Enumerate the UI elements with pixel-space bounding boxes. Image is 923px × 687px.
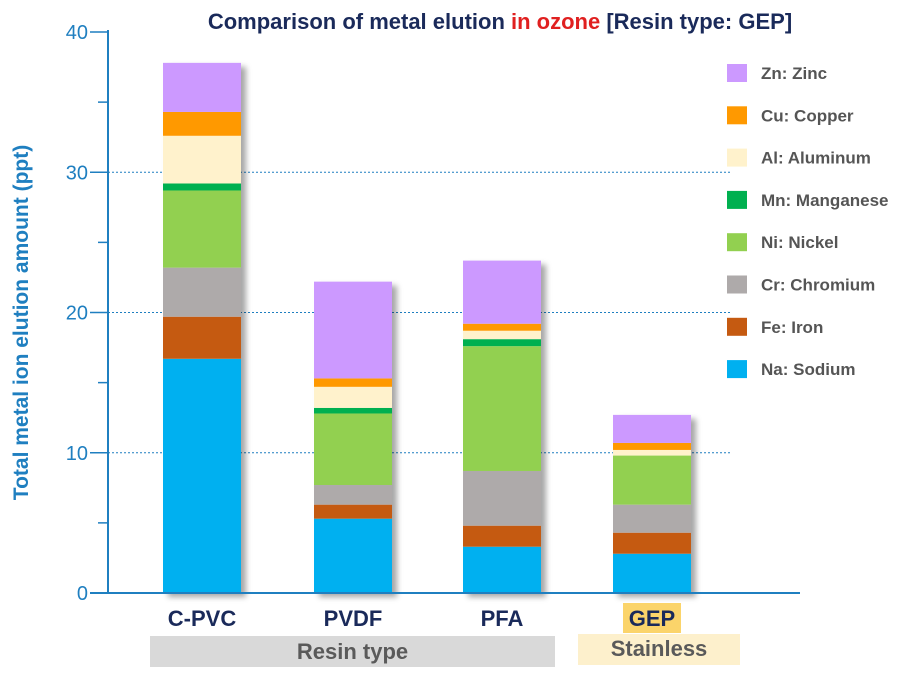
bar-segment-cr-c-pvc xyxy=(163,267,241,317)
chart-title: Comparison of metal elution in ozone [Re… xyxy=(208,9,792,34)
chart-title-part-0: Comparison of metal elution xyxy=(208,9,511,34)
bar-segment-mn-pvdf xyxy=(314,407,392,414)
legend-swatch xyxy=(727,106,747,125)
bar-segment-cr-gep xyxy=(613,504,691,533)
bar-segment-al-gep xyxy=(613,449,691,456)
group-box-0 xyxy=(150,636,555,667)
y-tick-label: 40 xyxy=(66,22,88,44)
legend-label: Cu: Copper xyxy=(761,106,854,125)
legend-swatch xyxy=(727,64,747,82)
category-highlight xyxy=(623,603,681,633)
legend-label: Ni: Nickel xyxy=(761,233,838,252)
bar-segment-ni-pfa xyxy=(463,346,541,471)
x-tick-label: PVDF xyxy=(324,606,383,631)
bar-segment-na-c-pvc xyxy=(163,358,241,593)
y-tick-label: 30 xyxy=(66,162,88,184)
bar-segment-al-pfa xyxy=(463,330,541,340)
bar-segment-zn-pvdf xyxy=(314,281,392,379)
legend-swatch xyxy=(727,233,747,252)
bar-segment-ni-pvdf xyxy=(314,413,392,486)
legend-label: Zn: Zinc xyxy=(761,64,827,83)
bar-segment-mn-pfa xyxy=(463,339,541,347)
bar-segment-ni-c-pvc xyxy=(163,190,241,268)
x-tick-label: C-PVC xyxy=(168,606,237,631)
legend-swatch xyxy=(727,275,747,294)
bar-segment-cu-c-pvc xyxy=(163,111,241,136)
legend-swatch xyxy=(727,190,747,209)
chart-title-part-2: [Resin type: GEP] xyxy=(600,9,792,34)
bar-segment-na-pvdf xyxy=(314,518,392,593)
legend-label: Na: Sodium xyxy=(761,360,855,379)
bar-segment-fe-gep xyxy=(613,532,691,554)
chart-title-part-1: in ozone xyxy=(511,9,600,34)
legend-swatch xyxy=(727,148,747,167)
bar-segment-cu-gep xyxy=(613,442,691,450)
bar-segment-ni-gep xyxy=(613,455,691,505)
bar-segment-zn-pfa xyxy=(463,260,541,324)
legend-label: Cr: Chromium xyxy=(761,276,875,295)
group-box-1 xyxy=(578,634,740,665)
bar-segment-al-pvdf xyxy=(314,386,392,408)
bar-segment-na-gep xyxy=(613,553,691,593)
y-tick-label: 20 xyxy=(66,303,88,325)
bar-segment-zn-c-pvc xyxy=(163,62,241,112)
bar-segment-zn-gep xyxy=(613,414,691,443)
group-label: Resin type xyxy=(297,639,408,664)
legend-label: Mn: Manganese xyxy=(761,191,889,210)
y-tick-label: 0 xyxy=(77,583,88,605)
bar-segment-cr-pfa xyxy=(463,470,541,526)
x-tick-label: GEP xyxy=(629,606,675,631)
y-tick-label: 10 xyxy=(66,443,88,465)
bar-segment-mn-c-pvc xyxy=(163,183,241,191)
legend-swatch xyxy=(727,317,747,336)
bar-segment-fe-pfa xyxy=(463,525,541,547)
legend-label: Fe: Iron xyxy=(761,318,823,337)
legend-label: Al: Aluminum xyxy=(761,149,871,168)
legend-swatch xyxy=(727,360,747,379)
bar-segment-cr-pvdf xyxy=(314,485,392,505)
bar-segment-cu-pvdf xyxy=(314,378,392,387)
group-label: Stainless xyxy=(611,636,708,661)
y-axis-label: Total metal ion elution amount (ppt) xyxy=(10,145,33,500)
x-tick-label: PFA xyxy=(481,606,524,631)
bar-segment-na-pfa xyxy=(463,546,541,593)
bar-segment-fe-c-pvc xyxy=(163,316,241,359)
bar-segment-fe-pvdf xyxy=(314,504,392,519)
bar-segment-al-c-pvc xyxy=(163,135,241,184)
bar-segment-cu-pfa xyxy=(463,323,541,331)
